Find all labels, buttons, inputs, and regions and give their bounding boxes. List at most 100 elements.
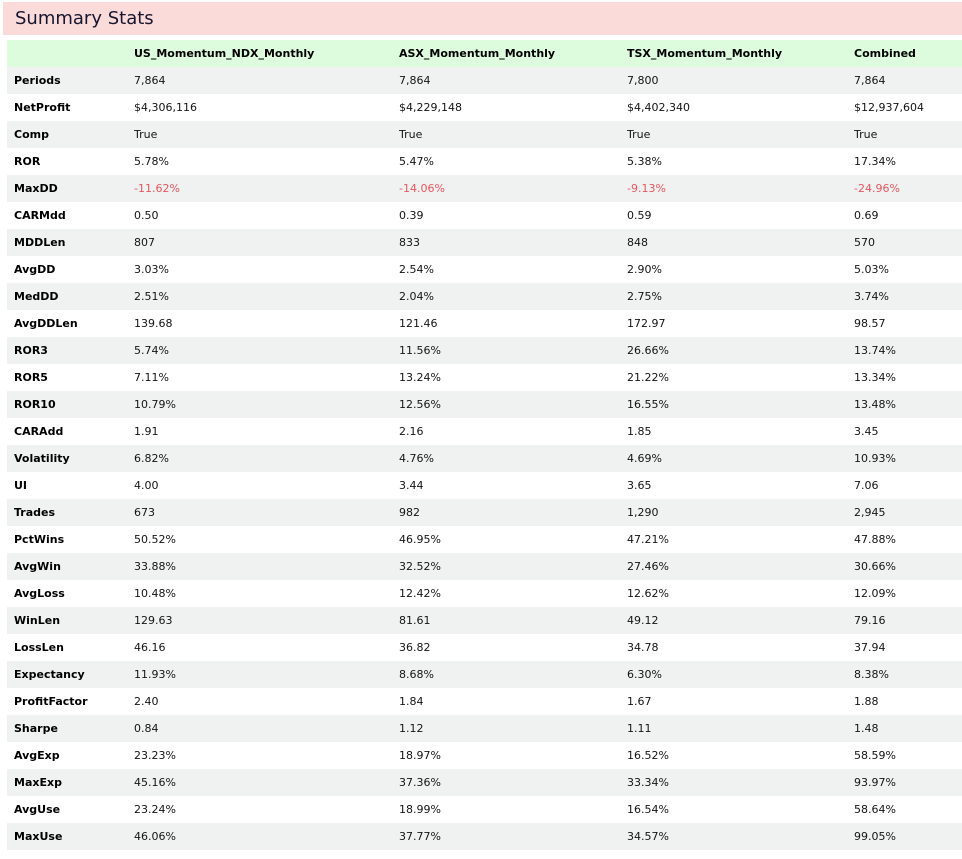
metric-value: 848 bbox=[627, 229, 854, 256]
metric-value: 13.24% bbox=[399, 371, 441, 384]
metric-value: 12.56% bbox=[399, 391, 627, 418]
table-row: CARMdd 0.50 0.39 0.59 0.69 bbox=[7, 202, 962, 229]
metric-value: 37.94 bbox=[854, 641, 886, 654]
metric-value: 2.16 bbox=[399, 425, 424, 438]
metric-value: 12.62% bbox=[627, 587, 669, 600]
metric-value: 12.42% bbox=[399, 587, 441, 600]
metric-label: UI bbox=[14, 479, 28, 492]
metric-value: 2.40 bbox=[134, 695, 159, 708]
metric-label: AvgUse bbox=[14, 803, 61, 816]
table-row: CARAdd 1.91 2.16 1.85 3.45 bbox=[7, 418, 962, 445]
metric-value: 79.16 bbox=[854, 607, 962, 634]
metric-value: 5.03% bbox=[854, 263, 889, 276]
metric-value: 5.47% bbox=[399, 155, 434, 168]
metric-label: MaxExp bbox=[7, 769, 134, 796]
metric-label: CARMdd bbox=[14, 209, 66, 222]
metric-value: 807 bbox=[134, 229, 399, 256]
metric-value: 27.46% bbox=[627, 553, 854, 580]
metric-value: $4,229,148 bbox=[399, 101, 462, 114]
metric-value: 49.12 bbox=[627, 607, 854, 634]
metric-value: 10.48% bbox=[134, 587, 176, 600]
metric-value: 4.76% bbox=[399, 445, 627, 472]
metric-value: 5.78% bbox=[134, 155, 169, 168]
metric-value: 58.64% bbox=[854, 803, 896, 816]
metric-value: -11.62% bbox=[134, 175, 399, 202]
table-row: AvgLoss 10.48% 12.42% 12.62% 12.09% bbox=[7, 580, 962, 607]
summary-stats-table: US_Momentum_NDX_Monthly ASX_Momentum_Mont… bbox=[7, 40, 962, 850]
metric-value: 12.09% bbox=[854, 587, 896, 600]
metric-value: 16.54% bbox=[627, 803, 669, 816]
metric-label: ROR10 bbox=[7, 391, 134, 418]
metric-value: 129.63 bbox=[134, 607, 399, 634]
metric-label: ROR5 bbox=[14, 371, 48, 384]
metric-value: 58.59% bbox=[854, 749, 896, 762]
metric-value: 30.66% bbox=[854, 553, 962, 580]
metric-value: 121.46 bbox=[399, 317, 438, 330]
metric-label: AvgLoss bbox=[14, 587, 65, 600]
metric-label: ROR3 bbox=[7, 337, 134, 364]
table-row: Periods 7,864 7,864 7,800 7,864 bbox=[7, 67, 962, 94]
metric-value: 11.93% bbox=[134, 661, 399, 688]
metric-value: 0.39 bbox=[399, 209, 424, 222]
table-row: LossLen 46.16 36.82 34.78 37.94 bbox=[7, 634, 962, 661]
metric-label: MaxDD bbox=[7, 175, 134, 202]
metric-value: $12,937,604 bbox=[854, 101, 924, 114]
table-row: ROR 5.78% 5.47% 5.38% 17.34% bbox=[7, 148, 962, 175]
table-row: Comp True True True True bbox=[7, 121, 962, 148]
metric-value: 11.56% bbox=[399, 337, 627, 364]
metric-value: 1.11 bbox=[627, 715, 854, 742]
metric-value: 982 bbox=[399, 499, 627, 526]
metric-value: 3.65 bbox=[627, 479, 652, 492]
table-row: AvgExp 23.23% 18.97% 16.52% 58.59% bbox=[7, 742, 962, 769]
metric-value: 32.52% bbox=[399, 553, 627, 580]
metric-label: LossLen bbox=[14, 641, 64, 654]
header-row: US_Momentum_NDX_Monthly ASX_Momentum_Mont… bbox=[7, 40, 962, 67]
metric-value: 833 bbox=[399, 229, 627, 256]
metric-label: MaxUse bbox=[7, 823, 134, 850]
metric-value: 673 bbox=[134, 499, 399, 526]
metric-value: 570 bbox=[854, 229, 962, 256]
metric-label: Comp bbox=[7, 121, 134, 148]
metric-value: 3.03% bbox=[134, 263, 169, 276]
table-row: ROR5 7.11% 13.24% 21.22% 13.34% bbox=[7, 364, 962, 391]
metric-value: 1.48 bbox=[854, 715, 962, 742]
metric-label: Trades bbox=[7, 499, 134, 526]
metric-label: Periods bbox=[7, 67, 134, 94]
metric-value: 8.68% bbox=[399, 661, 627, 688]
metric-label: AvgDDLen bbox=[14, 317, 78, 330]
metric-value: True bbox=[854, 121, 962, 148]
metric-label: AvgDD bbox=[14, 263, 56, 276]
table-row: MaxExp 45.16% 37.36% 33.34% 93.97% bbox=[7, 769, 962, 796]
metric-label: NetProfit bbox=[14, 101, 71, 114]
metric-value: 7,800 bbox=[627, 67, 854, 94]
metric-value: True bbox=[627, 121, 854, 148]
metric-value: 37.77% bbox=[399, 823, 627, 850]
table-row: Expectancy 11.93% 8.68% 6.30% 8.38% bbox=[7, 661, 962, 688]
metric-value: 16.55% bbox=[627, 391, 854, 418]
metric-value: 7,864 bbox=[399, 67, 627, 94]
metric-value: 2.90% bbox=[627, 263, 662, 276]
metric-value: 34.78 bbox=[627, 641, 659, 654]
metric-label: PctWins bbox=[14, 533, 65, 546]
metric-value: True bbox=[134, 121, 399, 148]
metric-value: 2,945 bbox=[854, 499, 962, 526]
metric-value: 0.50 bbox=[134, 209, 159, 222]
metric-label: ROR bbox=[14, 155, 41, 168]
table-row: Sharpe 0.84 1.12 1.11 1.48 bbox=[7, 715, 962, 742]
metric-value: 2.54% bbox=[399, 263, 434, 276]
metric-value: 6.30% bbox=[627, 661, 854, 688]
metric-value: 37.36% bbox=[399, 769, 627, 796]
metric-value: 2.75% bbox=[627, 283, 854, 310]
metric-value: 46.06% bbox=[134, 823, 399, 850]
metric-value: 5.74% bbox=[134, 337, 399, 364]
table-row: AvgWin 33.88% 32.52% 27.46% 30.66% bbox=[7, 553, 962, 580]
table-header: US_Momentum_NDX_Monthly ASX_Momentum_Mont… bbox=[7, 40, 962, 67]
metric-value: 172.97 bbox=[627, 317, 666, 330]
metric-label: WinLen bbox=[7, 607, 134, 634]
metric-value: 3.74% bbox=[854, 283, 962, 310]
metric-value: True bbox=[399, 121, 627, 148]
page-title: Summary Stats bbox=[3, 2, 962, 35]
metric-value: 81.61 bbox=[399, 607, 627, 634]
table-row: ROR10 10.79% 12.56% 16.55% 13.48% bbox=[7, 391, 962, 418]
metric-value: 1,290 bbox=[627, 499, 854, 526]
